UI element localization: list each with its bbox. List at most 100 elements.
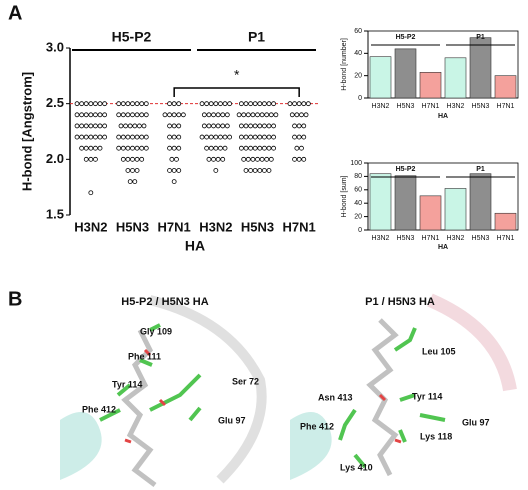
data-point bbox=[261, 168, 267, 173]
data-point bbox=[257, 101, 263, 107]
data-point bbox=[125, 112, 131, 118]
data-point bbox=[266, 101, 272, 107]
data-point bbox=[206, 156, 212, 162]
data-point bbox=[257, 134, 263, 140]
data-point bbox=[294, 112, 300, 118]
residue-label: Phe 111 bbox=[128, 351, 161, 361]
data-point bbox=[130, 112, 135, 118]
data-point bbox=[88, 145, 94, 151]
data-point bbox=[206, 112, 212, 118]
data-point bbox=[220, 156, 226, 162]
data-point bbox=[292, 123, 297, 129]
bar bbox=[444, 188, 467, 231]
data-point bbox=[116, 112, 122, 118]
data-point bbox=[74, 112, 80, 118]
x-tick-label: H3N2 bbox=[372, 103, 390, 110]
data-point bbox=[83, 112, 89, 118]
data-point bbox=[241, 112, 247, 118]
data-point bbox=[118, 123, 124, 129]
data-point bbox=[141, 123, 147, 129]
residue-label: Tyr 114 bbox=[412, 391, 442, 401]
data-point bbox=[199, 101, 205, 107]
bar bbox=[419, 72, 442, 99]
data-point bbox=[299, 112, 304, 118]
data-point bbox=[134, 168, 140, 173]
data-point bbox=[120, 134, 126, 140]
group-label: P1 bbox=[476, 166, 485, 173]
data-point bbox=[83, 134, 89, 140]
data-point bbox=[136, 123, 142, 129]
data-point bbox=[222, 101, 228, 107]
data-point bbox=[125, 134, 131, 140]
data-point bbox=[220, 112, 226, 118]
data-point bbox=[292, 101, 297, 107]
bar bbox=[444, 57, 467, 99]
data-point bbox=[123, 123, 128, 129]
bar bbox=[469, 173, 492, 231]
x-tick-label: H5N3 bbox=[241, 219, 274, 234]
data-point bbox=[259, 112, 265, 118]
data-point bbox=[171, 145, 177, 151]
residue-label: Leu 105 bbox=[422, 346, 456, 356]
data-point bbox=[116, 134, 122, 140]
data-point bbox=[301, 134, 307, 140]
data-point bbox=[88, 123, 94, 129]
y-axis-label: H-bond [number] bbox=[341, 38, 348, 91]
data-point bbox=[171, 112, 177, 118]
data-point bbox=[241, 156, 247, 162]
x-axis-label: HA bbox=[438, 244, 448, 251]
group-label: P1 bbox=[248, 29, 265, 45]
group-label: H5-P2 bbox=[396, 34, 416, 41]
data-point bbox=[218, 101, 223, 107]
data-point bbox=[139, 156, 145, 162]
data-point bbox=[257, 168, 263, 173]
data-point bbox=[301, 156, 307, 162]
data-point bbox=[125, 101, 131, 107]
data-point bbox=[245, 112, 251, 118]
x-tick-label: H7N1 bbox=[283, 219, 316, 234]
data-point bbox=[134, 112, 140, 118]
data-point bbox=[102, 101, 108, 107]
data-point bbox=[273, 112, 279, 118]
data-point bbox=[238, 145, 244, 151]
x-tick-label: H3N2 bbox=[74, 219, 107, 234]
data-point bbox=[174, 156, 179, 162]
data-point bbox=[120, 145, 126, 151]
data-point bbox=[167, 145, 172, 151]
bar bbox=[369, 173, 392, 231]
residue-label: Gly 109 bbox=[140, 326, 172, 336]
data-point bbox=[243, 123, 249, 129]
y-tick-label: 2.0 bbox=[46, 151, 64, 166]
data-point bbox=[130, 168, 135, 173]
data-point bbox=[134, 134, 140, 140]
bar bbox=[419, 195, 442, 231]
data-point bbox=[248, 168, 254, 173]
data-point bbox=[171, 101, 177, 107]
data-point bbox=[220, 123, 226, 129]
y-tick-label: 40 bbox=[354, 50, 362, 57]
data-point bbox=[125, 145, 131, 151]
y-tick-label: 20 bbox=[354, 73, 362, 80]
residue-label: Phe 412 bbox=[300, 421, 334, 431]
structure-title: P1 / H5N3 HA bbox=[365, 296, 435, 308]
data-point bbox=[213, 168, 219, 173]
data-point bbox=[199, 134, 205, 140]
y-tick-label: 3.0 bbox=[46, 39, 64, 54]
data-point bbox=[206, 123, 212, 129]
data-point bbox=[227, 134, 233, 140]
data-point bbox=[97, 101, 103, 107]
data-point bbox=[215, 156, 221, 162]
bar bbox=[394, 175, 417, 231]
data-point bbox=[296, 134, 302, 140]
data-point bbox=[243, 145, 249, 151]
data-point bbox=[74, 123, 80, 129]
data-point bbox=[289, 112, 295, 118]
data-point bbox=[134, 145, 140, 151]
y-tick-label: 20 bbox=[354, 213, 362, 220]
data-point bbox=[127, 123, 133, 129]
data-point bbox=[74, 101, 80, 107]
data-point bbox=[132, 123, 138, 129]
data-point bbox=[301, 101, 307, 107]
data-point bbox=[93, 134, 98, 140]
